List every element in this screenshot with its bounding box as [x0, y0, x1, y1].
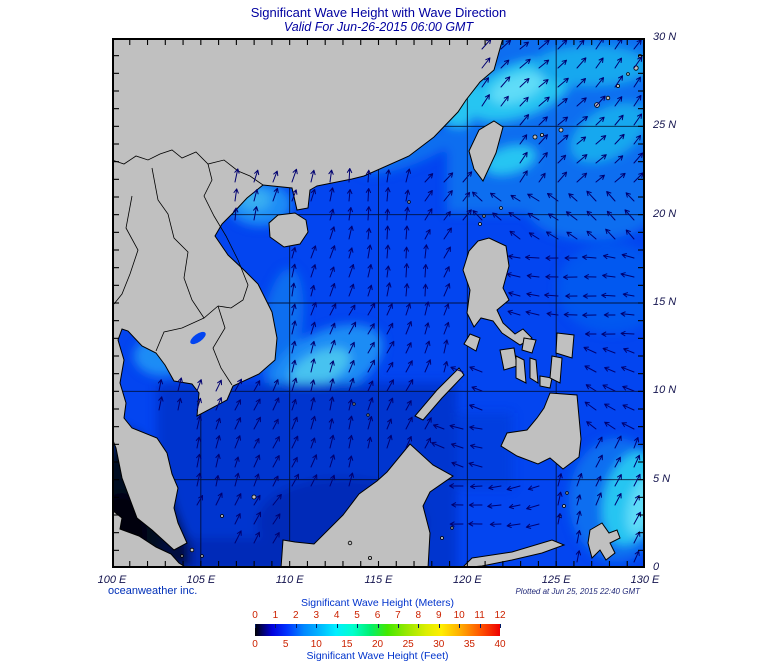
meters-tick-value: 4 [333, 610, 340, 621]
land-bohol [539, 375, 553, 389]
land-taiwan [468, 120, 504, 182]
colorbar-tick [479, 624, 481, 628]
credit-oceanweather: oceanweather inc. [108, 585, 198, 597]
feet-tick-value: 40 [494, 639, 506, 650]
meters-tick-value: 11 [474, 610, 485, 621]
latitude-tick-label: 5 N [653, 472, 671, 485]
page-subtitle: Valid For Jun-26-2015 06:00 GMT [283, 20, 474, 34]
colorbar-tick [295, 624, 297, 628]
colorbar-tick [316, 624, 318, 628]
latitude-tick-label: 10 N [653, 384, 677, 397]
land-leyte [549, 355, 563, 384]
colorbar-tick [418, 624, 420, 628]
wave-direction-arrows [157, 38, 644, 563]
wave-height-map [112, 38, 645, 568]
longitude-tick-label: 105 E [186, 574, 216, 586]
meters-tick-value: 10 [453, 610, 465, 621]
land-mindoro [463, 333, 481, 352]
land-borneo [280, 443, 454, 568]
land-samar [555, 332, 575, 359]
latitude-tick-label: 0 [653, 561, 660, 573]
colorbar-tick [255, 624, 256, 628]
land-negros [515, 355, 527, 384]
latitude-tick-label: 30 N [653, 31, 677, 43]
feet-tick-value: 5 [282, 639, 289, 650]
longitude-tick-label: 100 E [97, 574, 127, 586]
colorbar-tick [377, 624, 379, 628]
meters-tick-value: 8 [415, 610, 422, 621]
colorbar-tick [500, 624, 501, 628]
land-cebu [529, 357, 539, 384]
page-title: Significant Wave Height with Wave Direct… [250, 5, 507, 20]
longitude-tick-label: 115 E [364, 574, 393, 586]
lake-tonle-sap [190, 331, 206, 345]
colorbar-tick [438, 624, 440, 628]
meters-tick-value: 12 [494, 610, 506, 621]
colorbar-tick [397, 624, 399, 628]
feet-tick-value: 30 [433, 639, 445, 650]
longitude-tick-label: 110 E [275, 574, 304, 586]
colorbar-tick [336, 624, 338, 628]
meters-tick-value: 3 [313, 610, 320, 621]
colorbar-tick [357, 624, 359, 628]
land-luzon [462, 237, 533, 346]
land-mainland-asia [112, 38, 504, 551]
colorbar-tick [459, 624, 461, 628]
land-hainan [268, 212, 309, 248]
land-masbate [521, 337, 537, 354]
meters-tick-value: 5 [354, 610, 360, 621]
meters-tick-value: 9 [435, 610, 442, 621]
feet-tick-value: 20 [371, 639, 384, 650]
longitude-tick-label: 125 E [541, 574, 571, 586]
meters-tick-value: 6 [374, 610, 381, 621]
colorbar-tick [275, 624, 277, 628]
longitude-tick-label: 130 E [630, 574, 660, 586]
land-sumatra [112, 509, 188, 568]
latitude-tick-label: 15 N [653, 296, 677, 308]
feet-tick-value: 0 [252, 639, 258, 650]
land-layer [112, 38, 643, 568]
latitude-tick-label: 25 N [653, 119, 677, 132]
latitude-tick-label: 20 N [653, 207, 677, 220]
land-palawan [414, 367, 465, 421]
meters-tick-value: 7 [395, 610, 401, 621]
degree-tick-marks [114, 40, 643, 566]
feet-tick-value: 15 [341, 639, 353, 650]
legend-meters-label: Significant Wave Height (Meters) [300, 597, 455, 609]
legend-feet-label: Significant Wave Height (Feet) [306, 650, 449, 662]
credit-plotted-at: Plotted at Jun 25, 2015 22:40 GMT [515, 587, 640, 596]
feet-tick-value: 35 [463, 639, 475, 650]
meters-tick-value: 1 [272, 610, 279, 621]
land-sulawesi [461, 539, 566, 568]
land-mindanao [500, 392, 582, 470]
land-halmahera [587, 522, 621, 561]
longitude-tick-label: 120 E [452, 574, 482, 586]
map-frame [112, 38, 645, 568]
meters-tick-value: 0 [252, 610, 258, 621]
feet-tick-value: 25 [402, 639, 414, 650]
feet-tick-value: 10 [310, 639, 322, 650]
meters-tick-value: 2 [293, 610, 299, 621]
